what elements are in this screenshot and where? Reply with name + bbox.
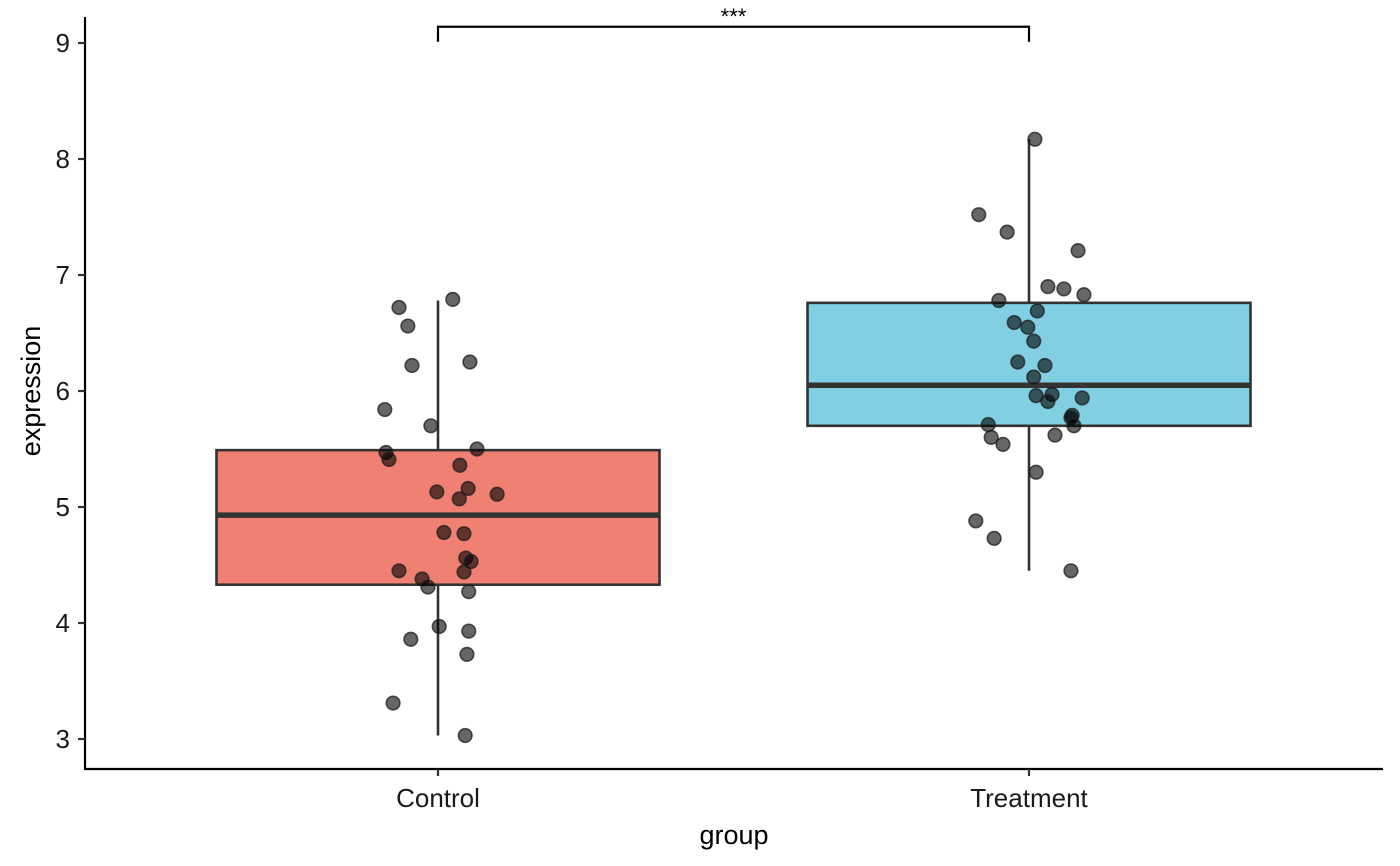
- data-point-control: [400, 318, 416, 334]
- data-point-treatment: [1066, 418, 1082, 434]
- data-point-control: [445, 291, 461, 307]
- data-point-control: [451, 491, 467, 507]
- data-point-treatment: [1028, 464, 1044, 480]
- axes: 3 4 5 6 7 8 9 Control Treatment group expressio…: [16, 17, 1383, 850]
- data-point-treatment: [1029, 303, 1045, 319]
- boxes-layer: [215, 139, 1252, 736]
- data-point-control: [462, 354, 478, 370]
- data-point-control: [461, 623, 477, 639]
- data-point-treatment: [1063, 563, 1079, 579]
- data-point-control: [456, 564, 472, 580]
- data-point-treatment: [968, 513, 984, 529]
- significance-annotation: ***: [436, 4, 1031, 42]
- data-point-control: [469, 441, 485, 457]
- x-ticks: Control Treatment: [396, 769, 1089, 813]
- data-point-control: [420, 579, 436, 595]
- data-point-treatment: [1074, 390, 1090, 406]
- y-tick-label: 9: [56, 28, 70, 58]
- y-tick-label: 8: [56, 144, 70, 174]
- data-point-treatment: [1020, 319, 1036, 335]
- data-point-control: [460, 480, 476, 497]
- data-point-control: [489, 486, 505, 502]
- data-point-treatment: [1047, 427, 1063, 443]
- data-point-treatment: [986, 530, 1002, 546]
- data-point-treatment: [995, 436, 1011, 452]
- data-point-treatment: [971, 207, 987, 223]
- data-point-control: [423, 418, 439, 434]
- x-tick-label-control: Control: [396, 783, 480, 813]
- box-control: [215, 300, 661, 736]
- significance-bracket: [436, 25, 1031, 42]
- data-point-treatment: [1010, 354, 1026, 370]
- data-point-control: [391, 299, 407, 316]
- data-point-treatment: [1027, 131, 1043, 147]
- y-ticks: 3 4 5 6 7 8 9: [56, 28, 85, 754]
- data-point-control: [381, 451, 397, 468]
- points-layer: [377, 131, 1092, 744]
- data-point-control: [436, 524, 452, 541]
- x-axis-title: group: [699, 820, 768, 850]
- data-point-treatment: [991, 292, 1007, 309]
- data-point-treatment: [1037, 357, 1053, 374]
- y-tick-label: 3: [56, 724, 70, 754]
- data-point-control: [452, 457, 468, 473]
- box-treatment: [806, 139, 1252, 571]
- box-iqr: [806, 301, 1252, 428]
- y-tick-label: 6: [56, 376, 70, 406]
- data-point-treatment: [1056, 281, 1072, 297]
- data-point-treatment: [980, 417, 996, 433]
- data-point-control: [404, 357, 420, 374]
- data-point-treatment: [999, 224, 1015, 240]
- data-point-treatment: [1070, 243, 1086, 259]
- data-point-treatment: [1026, 369, 1042, 385]
- data-point-treatment: [983, 429, 999, 446]
- data-point-treatment: [1040, 279, 1056, 295]
- data-point-control: [456, 526, 472, 542]
- data-point-control: [391, 563, 407, 579]
- data-point-treatment: [1040, 393, 1056, 410]
- data-point-treatment: [1026, 333, 1042, 349]
- y-axis-title: expression: [16, 326, 46, 457]
- y-tick-label: 5: [56, 492, 70, 522]
- x-tick-label-treatment: Treatment: [970, 783, 1088, 813]
- significance-label: ***: [721, 4, 747, 29]
- y-tick-label: 7: [56, 260, 70, 290]
- data-point-control: [461, 584, 477, 600]
- data-point-control: [463, 553, 479, 570]
- data-point-control: [431, 618, 447, 635]
- data-point-control: [459, 646, 475, 662]
- data-point-treatment: [1076, 287, 1092, 303]
- data-point-control: [429, 484, 445, 500]
- y-tick-label: 4: [56, 608, 70, 638]
- data-point-control: [457, 727, 473, 744]
- data-point-treatment: [1006, 314, 1022, 331]
- data-point-control: [403, 631, 419, 647]
- data-point-control: [385, 695, 401, 711]
- data-point-control: [377, 401, 393, 418]
- data-point-treatment: [1028, 388, 1044, 404]
